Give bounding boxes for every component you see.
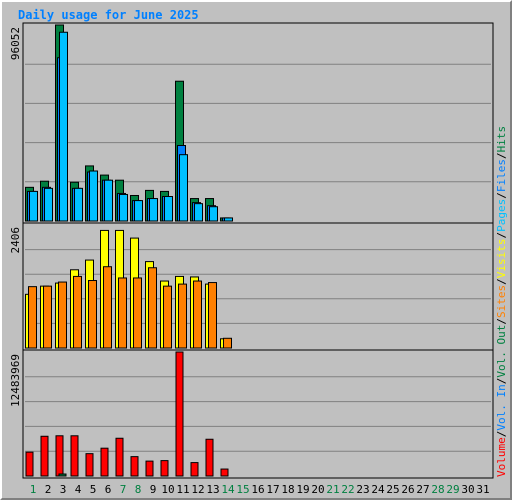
sites-bar <box>103 266 112 349</box>
x-tick-label: 7 <box>120 483 127 496</box>
legend-separator: / <box>495 318 508 325</box>
x-tick-label: 29 <box>446 483 459 496</box>
x-tick-label: 5 <box>90 483 97 496</box>
pages-bar <box>194 203 203 222</box>
sites-bar <box>148 267 157 349</box>
x-tick-label: 10 <box>161 483 174 496</box>
x-tick-label: 16 <box>251 483 264 496</box>
volume-bar <box>175 351 184 477</box>
series-legend: Volume/Vol. In/Vol. Out/Sites/Visits/Pag… <box>495 126 508 477</box>
volume-bar <box>205 438 214 477</box>
volume-bar <box>100 447 109 477</box>
sites-bar <box>193 280 202 349</box>
chart-title: Daily usage for June 2025 <box>18 8 199 22</box>
legend-entry: Hits <box>495 126 508 153</box>
pages-bar <box>89 170 98 222</box>
x-tick-label: 1 <box>30 483 37 496</box>
pages-bar <box>29 190 38 222</box>
pages-bar <box>164 196 173 222</box>
x-tick-label: 13 <box>206 483 219 496</box>
x-tick-label: 6 <box>105 483 112 496</box>
legend-separator: / <box>495 278 508 285</box>
legend-entry: Vol. Out <box>495 325 508 378</box>
x-tick-label: 18 <box>281 483 294 496</box>
legend-entry: Files <box>495 159 508 192</box>
sites-bar <box>118 277 127 349</box>
x-tick-label: 31 <box>476 483 489 496</box>
x-tick-label: 2 <box>45 483 52 496</box>
sites-bar <box>88 280 97 349</box>
x-tick-label: 15 <box>236 483 249 496</box>
x-tick-label: 30 <box>461 483 474 496</box>
sites-bar <box>163 285 172 349</box>
panel-border <box>22 349 494 479</box>
volume-bar <box>25 451 34 477</box>
pages-bar <box>209 206 218 222</box>
vol-out-bar <box>58 473 67 477</box>
pages-bar <box>104 179 113 222</box>
volume-bar <box>130 456 139 477</box>
sites-bar <box>223 337 232 349</box>
x-tick-label: 21 <box>326 483 339 496</box>
x-tick-label: 9 <box>150 483 157 496</box>
legend-separator: / <box>495 152 508 159</box>
legend-separator: / <box>495 431 508 438</box>
volume-bar <box>160 460 169 477</box>
x-tick-label: 3 <box>60 483 67 496</box>
sites-bar <box>58 281 67 349</box>
x-tick-label: 25 <box>386 483 399 496</box>
x-tick-label: 19 <box>296 483 309 496</box>
sites-bar <box>73 275 82 349</box>
max-value-label: 96052 <box>9 27 22 60</box>
legend-entry: Sites <box>495 285 508 318</box>
x-tick-label: 23 <box>356 483 369 496</box>
sites-bar <box>28 286 37 349</box>
x-tick-label: 12 <box>191 483 204 496</box>
sites-bar <box>43 285 52 349</box>
legend-separator: / <box>495 232 508 239</box>
pages-bar <box>179 154 188 222</box>
legend-entry: Visits <box>495 239 508 279</box>
volume-bar <box>85 453 94 477</box>
volume-bar <box>190 462 199 477</box>
legend-separator: / <box>495 192 508 199</box>
max-value-label: 12483969 <box>9 354 22 407</box>
volume-bar <box>115 437 124 477</box>
legend-separator: / <box>495 378 508 385</box>
x-tick-label: 17 <box>266 483 279 496</box>
sites-bar <box>208 282 217 349</box>
max-value-label: 2406 <box>9 227 22 254</box>
x-tick-label: 24 <box>371 483 385 496</box>
pages-bar <box>134 200 143 222</box>
legend-entry: Vol. In <box>495 384 508 430</box>
x-tick-label: 26 <box>401 483 414 496</box>
sites-bar <box>178 283 187 349</box>
x-tick-label: 27 <box>416 483 429 496</box>
x-tick-label: 20 <box>311 483 324 496</box>
volume-bar <box>145 460 154 477</box>
pages-bar <box>224 217 233 222</box>
volume-bar <box>55 435 64 477</box>
pages-bar <box>59 31 68 222</box>
x-tick-label: 14 <box>221 483 235 496</box>
x-tick-label: 8 <box>135 483 142 496</box>
pages-bar <box>74 187 83 222</box>
volume-bar <box>70 435 79 477</box>
sites-bar <box>133 277 142 349</box>
legend-entry: Volume <box>495 437 508 477</box>
pages-bar <box>149 198 158 222</box>
volume-bar <box>220 468 229 477</box>
x-tick-label: 28 <box>431 483 444 496</box>
pages-bar <box>119 193 128 222</box>
legend-entry: Pages <box>495 199 508 232</box>
x-tick-label: 22 <box>341 483 354 496</box>
pages-bar <box>44 187 53 222</box>
volume-bar <box>40 435 49 477</box>
x-tick-label: 11 <box>176 483 189 496</box>
x-tick-label: 4 <box>75 483 82 496</box>
